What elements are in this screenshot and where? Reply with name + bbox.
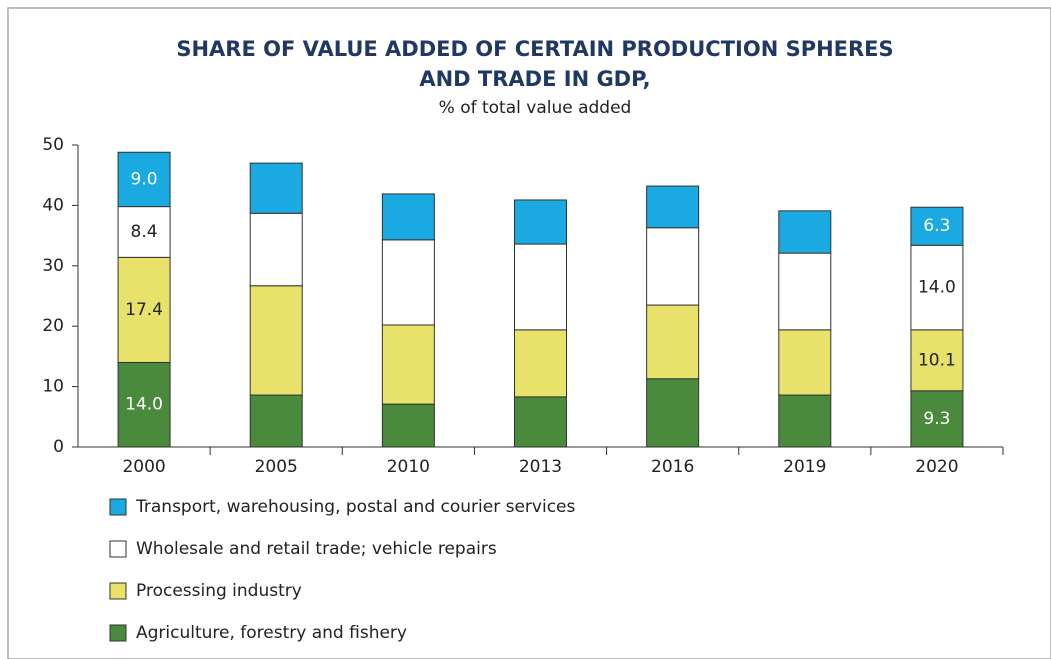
x-tick-label: 2020 (915, 457, 958, 477)
bar-segment (117, 361, 171, 448)
legend-swatch (109, 624, 127, 642)
legend-label: Transport, warehousing, postal and couri… (135, 497, 576, 517)
y-tick-label: 20 (42, 316, 64, 336)
bar-segment (910, 244, 964, 331)
bar-segment (117, 151, 171, 208)
bar-segment (381, 403, 435, 448)
x-tick-label: 2013 (519, 457, 562, 477)
legend-swatch (109, 498, 127, 516)
bar-segment (249, 212, 303, 287)
bar-segment (646, 185, 700, 229)
legend-label: Processing industry (136, 581, 302, 601)
bar-segment (778, 210, 832, 254)
chart-title: SHARE OF VALUE ADDED OF CERTAIN PRODUCTI… (176, 37, 893, 61)
y-tick-label: 50 (42, 135, 64, 155)
value-label: 9.3 (923, 409, 950, 429)
bar-segment (514, 243, 567, 331)
y-tick-label: 10 (42, 377, 64, 397)
bar-segment (646, 304, 700, 380)
bar-segment (910, 206, 964, 246)
frame (7, 7, 1051, 659)
chart-title: AND TRADE IN GDP, (419, 67, 650, 91)
value-label: 14.0 (125, 395, 163, 415)
chart-subtitle: % of total value added (439, 98, 632, 118)
x-tick-label: 2005 (255, 457, 298, 477)
value-label: 10.1 (918, 350, 956, 370)
bar-segment (381, 239, 435, 326)
bar-segment (249, 285, 303, 396)
value-label: 9.0 (131, 169, 158, 189)
y-tick-label: 40 (42, 195, 64, 215)
legend-label: Agriculture, forestry and fishery (136, 623, 407, 643)
x-tick-label: 2019 (783, 457, 826, 477)
bar-segment (778, 394, 832, 448)
y-tick-label: 0 (53, 437, 64, 457)
bar-segment (646, 227, 700, 306)
bar-segment (249, 394, 303, 448)
bar-segment (778, 329, 832, 396)
bar-segment (514, 329, 567, 398)
bar-segment (381, 324, 435, 405)
bar-segment (910, 329, 964, 392)
bar-segment (646, 378, 700, 448)
legend-swatch (109, 540, 127, 558)
bar-segment (514, 396, 567, 448)
bar-segment (514, 199, 567, 245)
value-label: 6.3 (923, 216, 950, 236)
bar-segment (778, 252, 832, 331)
legend-swatch (109, 582, 127, 600)
bar-segment (117, 256, 171, 363)
x-tick-label: 2010 (387, 457, 430, 477)
legend-label: Wholesale and retail trade; vehicle repa… (136, 539, 497, 559)
value-label: 8.4 (131, 222, 158, 242)
x-tick-label: 2016 (651, 457, 694, 477)
bar-segment (249, 162, 303, 214)
value-label: 14.0 (918, 278, 956, 298)
x-tick-label: 2000 (122, 457, 165, 477)
y-tick-label: 30 (42, 256, 64, 276)
value-label: 17.4 (125, 300, 163, 320)
bar-segment (381, 193, 435, 241)
